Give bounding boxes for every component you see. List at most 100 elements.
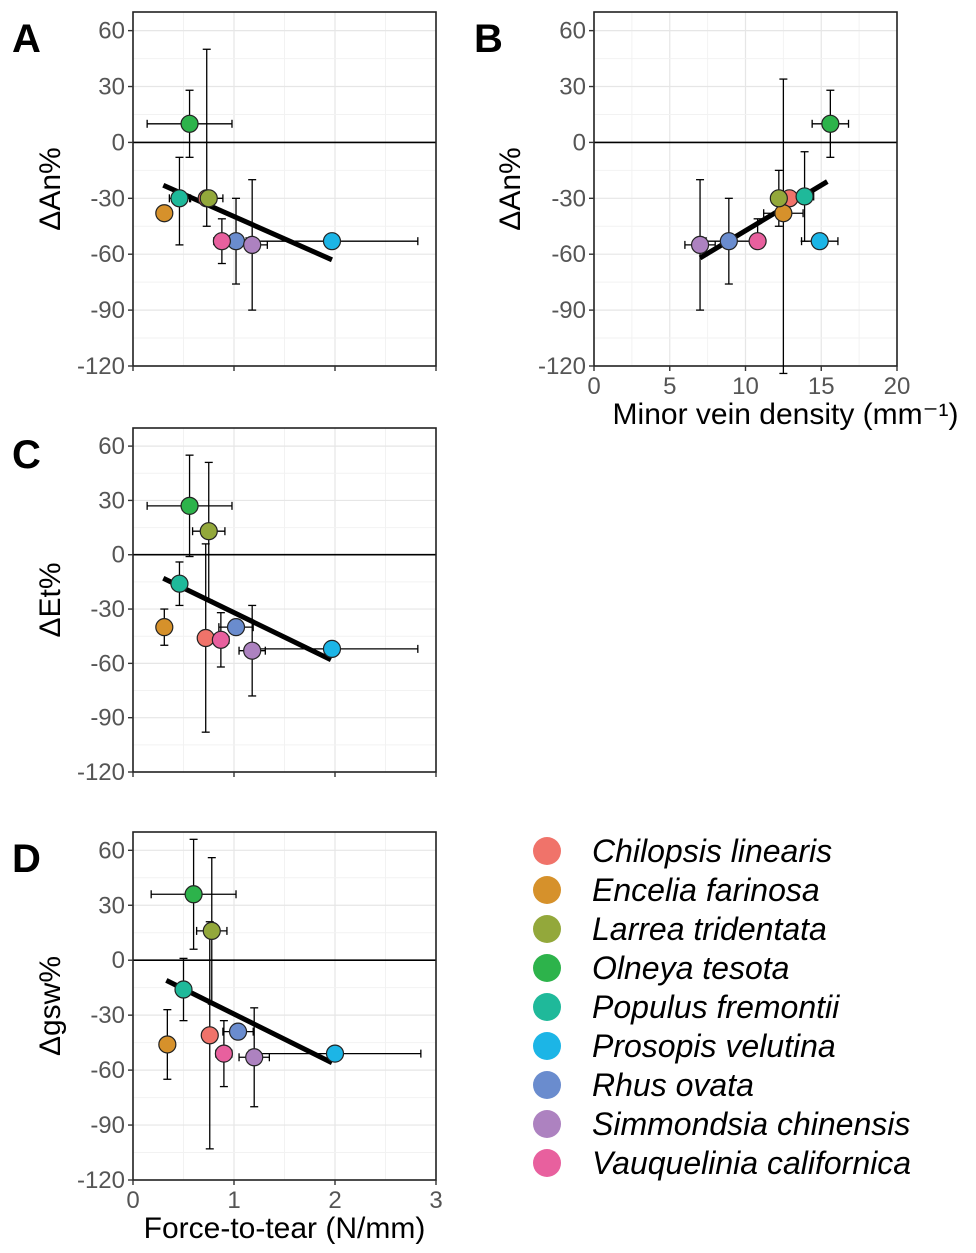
y-tick-label: 0 xyxy=(112,947,125,974)
plot-frame xyxy=(132,11,437,367)
y-tick-label: 60 xyxy=(98,433,125,460)
legend-label: Rhus ovata xyxy=(592,1067,754,1103)
y-tick-label: 0 xyxy=(112,542,125,569)
legend-label: Chilopsis linearis xyxy=(592,833,832,869)
legend-swatch xyxy=(533,1149,561,1177)
x-axis-label: Force-to-tear (N/mm) xyxy=(144,1212,426,1245)
data-point xyxy=(325,1044,345,1063)
y-tick-label: -60 xyxy=(90,1057,125,1084)
x-tick-label: 5 xyxy=(663,373,676,400)
panel-a: 60 30 0 -30 -60 -90 -120 ΔAn% A xyxy=(12,11,437,380)
y-tick-label: -120 xyxy=(77,1167,125,1194)
legend-label: Encelia farinosa xyxy=(592,872,820,908)
plot-frame xyxy=(132,831,437,1181)
regression-line xyxy=(165,978,334,1066)
data-point xyxy=(243,235,262,254)
data-point xyxy=(202,921,221,941)
data-point xyxy=(211,630,230,649)
legend-swatch xyxy=(533,1110,561,1138)
data-point xyxy=(243,641,262,660)
plot-frame xyxy=(132,427,437,773)
data-point xyxy=(322,639,342,658)
data-point xyxy=(155,618,174,637)
x-tick-label: 20 xyxy=(884,373,911,400)
legend-label: Larrea tridentata xyxy=(592,911,827,947)
data-point xyxy=(748,232,767,251)
x-tick-label: 10 xyxy=(732,373,759,400)
panel-label: D xyxy=(12,837,41,881)
y-tick-label: -30 xyxy=(90,1002,125,1029)
x-axis-label: Minor vein density (mm⁻¹) xyxy=(613,398,959,431)
data-point xyxy=(245,1048,264,1067)
y-tick-label: -90 xyxy=(90,1112,125,1139)
panel-label: C xyxy=(12,433,41,477)
regression-line xyxy=(162,182,333,263)
y-tick-label: -120 xyxy=(77,353,125,380)
y-tick-label: -60 xyxy=(90,241,125,268)
y-tick-label: 0 xyxy=(573,129,586,156)
legend-swatch xyxy=(533,1071,561,1099)
legend-swatch xyxy=(533,915,561,943)
x-tick-label: 2 xyxy=(328,1187,341,1214)
y-axis-label: Δgsw% xyxy=(34,956,67,1056)
y-tick-label: 60 xyxy=(98,837,125,864)
y-tick-label: 30 xyxy=(559,74,586,101)
legend-swatch xyxy=(533,1032,561,1060)
panel-label: A xyxy=(12,17,41,61)
data-point xyxy=(199,522,218,541)
legend-swatch xyxy=(533,954,561,982)
data-point xyxy=(158,1035,177,1054)
y-tick-label: -30 xyxy=(90,596,125,623)
y-tick-label: -30 xyxy=(551,185,586,212)
y-tick-label: 30 xyxy=(98,74,125,101)
x-tick-label: 0 xyxy=(126,1187,139,1214)
data-point xyxy=(155,204,174,223)
panel-label: B xyxy=(474,17,503,61)
data-point xyxy=(214,1044,233,1063)
y-tick-label: -30 xyxy=(90,185,125,212)
data-point xyxy=(212,232,231,251)
regression-line xyxy=(162,576,333,662)
data-point xyxy=(719,232,738,251)
data-point xyxy=(200,1026,219,1045)
y-tick-label: -60 xyxy=(90,650,125,677)
data-point xyxy=(821,114,840,133)
legend-swatch xyxy=(533,876,561,904)
legend-swatch xyxy=(533,837,561,865)
legend-swatch xyxy=(533,993,561,1021)
data-point xyxy=(795,187,814,206)
x-tick-label: 3 xyxy=(429,1187,442,1214)
y-tick-label: -90 xyxy=(551,297,586,324)
y-tick-label: 0 xyxy=(112,129,125,156)
panel-c: 60 30 0 -30 -60 -90 -120 ΔEt% C xyxy=(12,427,437,786)
x-tick-label: 1 xyxy=(227,1187,240,1214)
y-tick-label: 60 xyxy=(559,18,586,45)
y-axis-label: ΔAn% xyxy=(34,147,67,230)
legend-label: Vauquelinia californica xyxy=(592,1145,911,1181)
y-tick-label: -60 xyxy=(551,241,586,268)
data-point xyxy=(769,189,788,208)
data-point xyxy=(170,574,189,593)
data-point xyxy=(180,114,199,133)
y-tick-label: 30 xyxy=(98,487,125,514)
data-point xyxy=(174,980,193,999)
y-tick-label: -90 xyxy=(90,705,125,732)
data-point xyxy=(199,189,218,208)
y-axis-label: ΔEt% xyxy=(34,562,67,637)
y-tick-label: 60 xyxy=(98,18,125,45)
data-point xyxy=(226,618,246,637)
data-point xyxy=(196,628,215,648)
x-tick-label: 0 xyxy=(587,373,600,400)
legend-label: Simmondsia chinensis xyxy=(592,1106,910,1142)
data-point xyxy=(690,235,710,254)
data-point xyxy=(180,496,199,515)
data-point xyxy=(322,232,342,251)
data-point xyxy=(228,1022,248,1041)
y-tick-label: -120 xyxy=(77,759,125,786)
y-tick-label: -120 xyxy=(538,353,586,380)
y-tick-label: 30 xyxy=(98,892,125,919)
